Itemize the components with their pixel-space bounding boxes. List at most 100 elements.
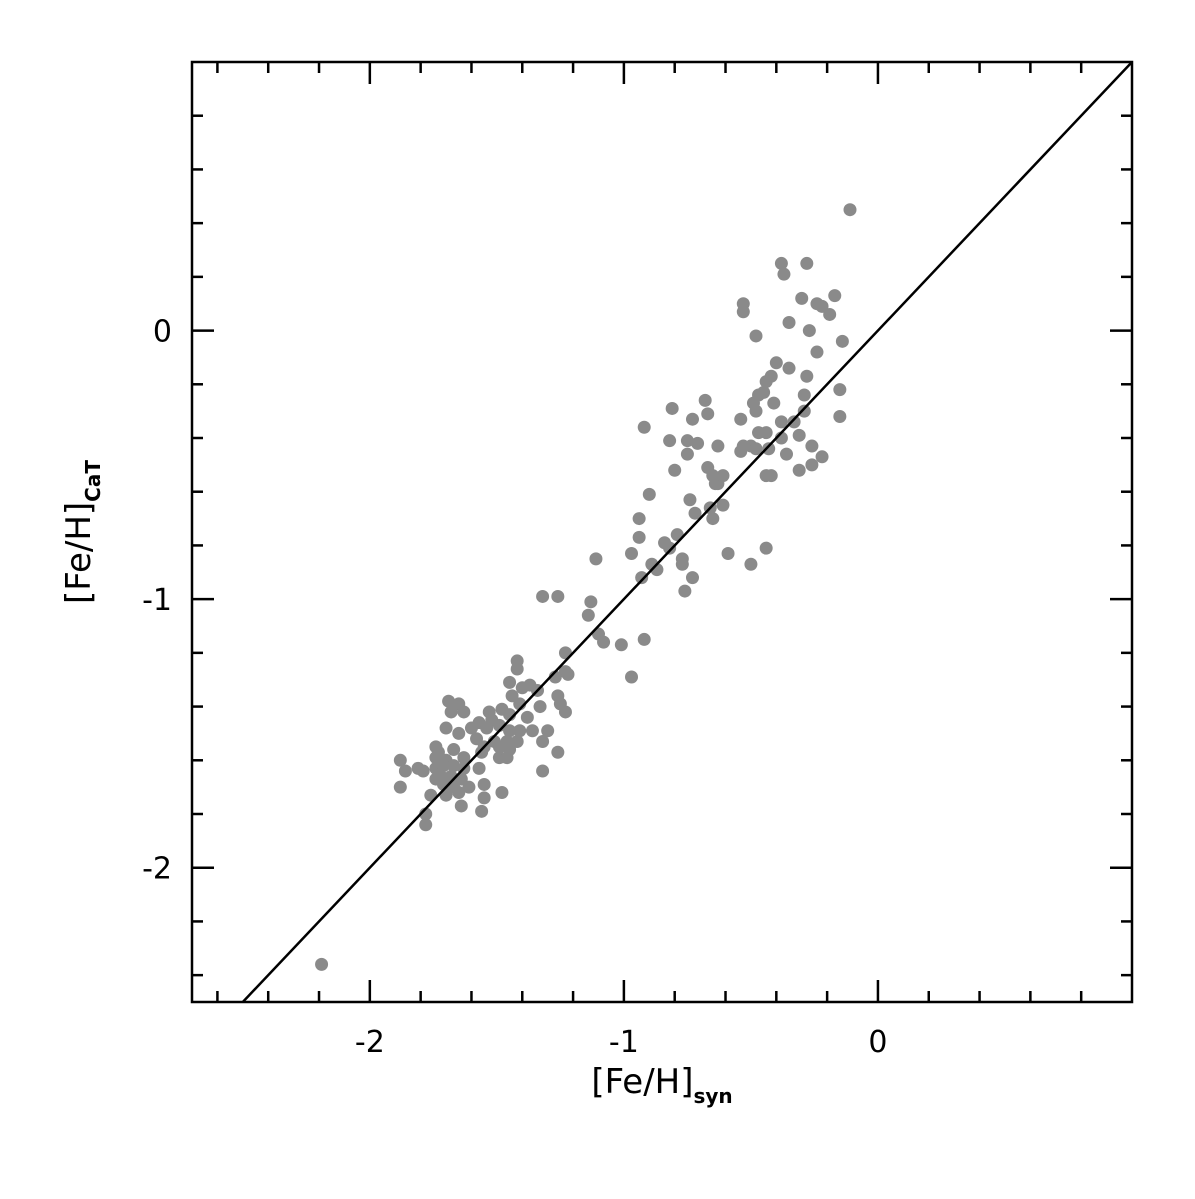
point bbox=[833, 410, 847, 424]
point bbox=[462, 780, 476, 794]
point bbox=[734, 412, 748, 426]
point bbox=[792, 463, 806, 477]
point bbox=[777, 267, 791, 281]
point bbox=[759, 375, 773, 389]
point bbox=[759, 541, 773, 555]
point bbox=[464, 721, 478, 735]
point bbox=[393, 753, 407, 767]
point bbox=[452, 726, 466, 740]
point bbox=[541, 724, 555, 738]
point bbox=[457, 705, 471, 719]
point bbox=[581, 608, 595, 622]
point bbox=[675, 557, 689, 571]
y-axis-label-sub: CaT bbox=[81, 460, 105, 502]
point bbox=[513, 724, 527, 738]
point bbox=[452, 786, 466, 800]
point bbox=[805, 458, 819, 472]
point bbox=[642, 487, 656, 501]
point bbox=[764, 469, 778, 483]
point bbox=[625, 546, 639, 560]
point bbox=[797, 388, 811, 402]
x-tick-label: -2 bbox=[355, 1025, 385, 1060]
point bbox=[833, 383, 847, 397]
point bbox=[635, 571, 649, 585]
point bbox=[749, 329, 763, 343]
point bbox=[437, 759, 451, 773]
x-tick-label: -1 bbox=[609, 1025, 639, 1060]
point bbox=[584, 595, 598, 609]
point bbox=[315, 957, 329, 971]
point bbox=[734, 444, 748, 458]
point bbox=[782, 361, 796, 375]
point bbox=[625, 670, 639, 684]
point bbox=[536, 734, 550, 748]
point bbox=[716, 498, 730, 512]
point bbox=[480, 721, 494, 735]
point bbox=[835, 334, 849, 348]
point bbox=[393, 780, 407, 794]
point bbox=[503, 724, 517, 738]
point bbox=[716, 469, 730, 483]
point bbox=[419, 818, 433, 832]
point bbox=[447, 743, 461, 757]
point bbox=[680, 447, 694, 461]
point bbox=[800, 369, 814, 383]
point bbox=[495, 786, 509, 800]
point bbox=[767, 396, 781, 410]
point bbox=[536, 764, 550, 778]
point bbox=[685, 571, 699, 585]
reference-line bbox=[241, 61, 1133, 1003]
point bbox=[810, 345, 824, 359]
point bbox=[774, 256, 788, 270]
point bbox=[475, 745, 489, 759]
point bbox=[454, 799, 468, 813]
point bbox=[614, 638, 628, 652]
point bbox=[792, 428, 806, 442]
point bbox=[439, 721, 453, 735]
y-axis-label-main: [Fe/H] bbox=[59, 502, 99, 604]
point bbox=[678, 584, 692, 598]
point bbox=[632, 512, 646, 526]
point bbox=[711, 439, 725, 453]
point bbox=[749, 404, 763, 418]
point bbox=[721, 546, 735, 560]
point bbox=[500, 751, 514, 765]
point bbox=[683, 493, 697, 507]
point bbox=[701, 407, 715, 421]
point bbox=[759, 426, 773, 440]
y-axis-label: [Fe/H]CaT bbox=[59, 460, 105, 604]
point bbox=[668, 463, 682, 477]
point bbox=[828, 289, 842, 303]
point bbox=[736, 305, 750, 319]
point bbox=[503, 675, 517, 689]
plot-frame bbox=[190, 60, 1134, 1004]
point bbox=[558, 705, 572, 719]
x-tick-label: 0 bbox=[868, 1025, 887, 1060]
x-axis-label-sub: syn bbox=[693, 1084, 732, 1108]
point bbox=[457, 751, 471, 765]
point bbox=[779, 447, 793, 461]
point bbox=[637, 420, 651, 434]
point bbox=[589, 552, 603, 566]
point bbox=[698, 393, 712, 407]
point bbox=[447, 759, 461, 773]
y-tick-label: 0 bbox=[153, 315, 172, 350]
point bbox=[475, 804, 489, 818]
point bbox=[561, 667, 575, 681]
point bbox=[663, 434, 677, 448]
point bbox=[442, 694, 456, 708]
point bbox=[637, 632, 651, 646]
x-axis-label-main: [Fe/H] bbox=[591, 1062, 693, 1102]
point bbox=[665, 401, 679, 415]
point bbox=[510, 662, 524, 676]
point bbox=[536, 589, 550, 603]
point bbox=[805, 439, 819, 453]
point bbox=[691, 436, 705, 450]
point bbox=[597, 635, 611, 649]
point bbox=[774, 415, 788, 429]
point bbox=[762, 442, 776, 456]
point bbox=[787, 415, 801, 429]
point bbox=[744, 557, 758, 571]
point bbox=[416, 764, 430, 778]
